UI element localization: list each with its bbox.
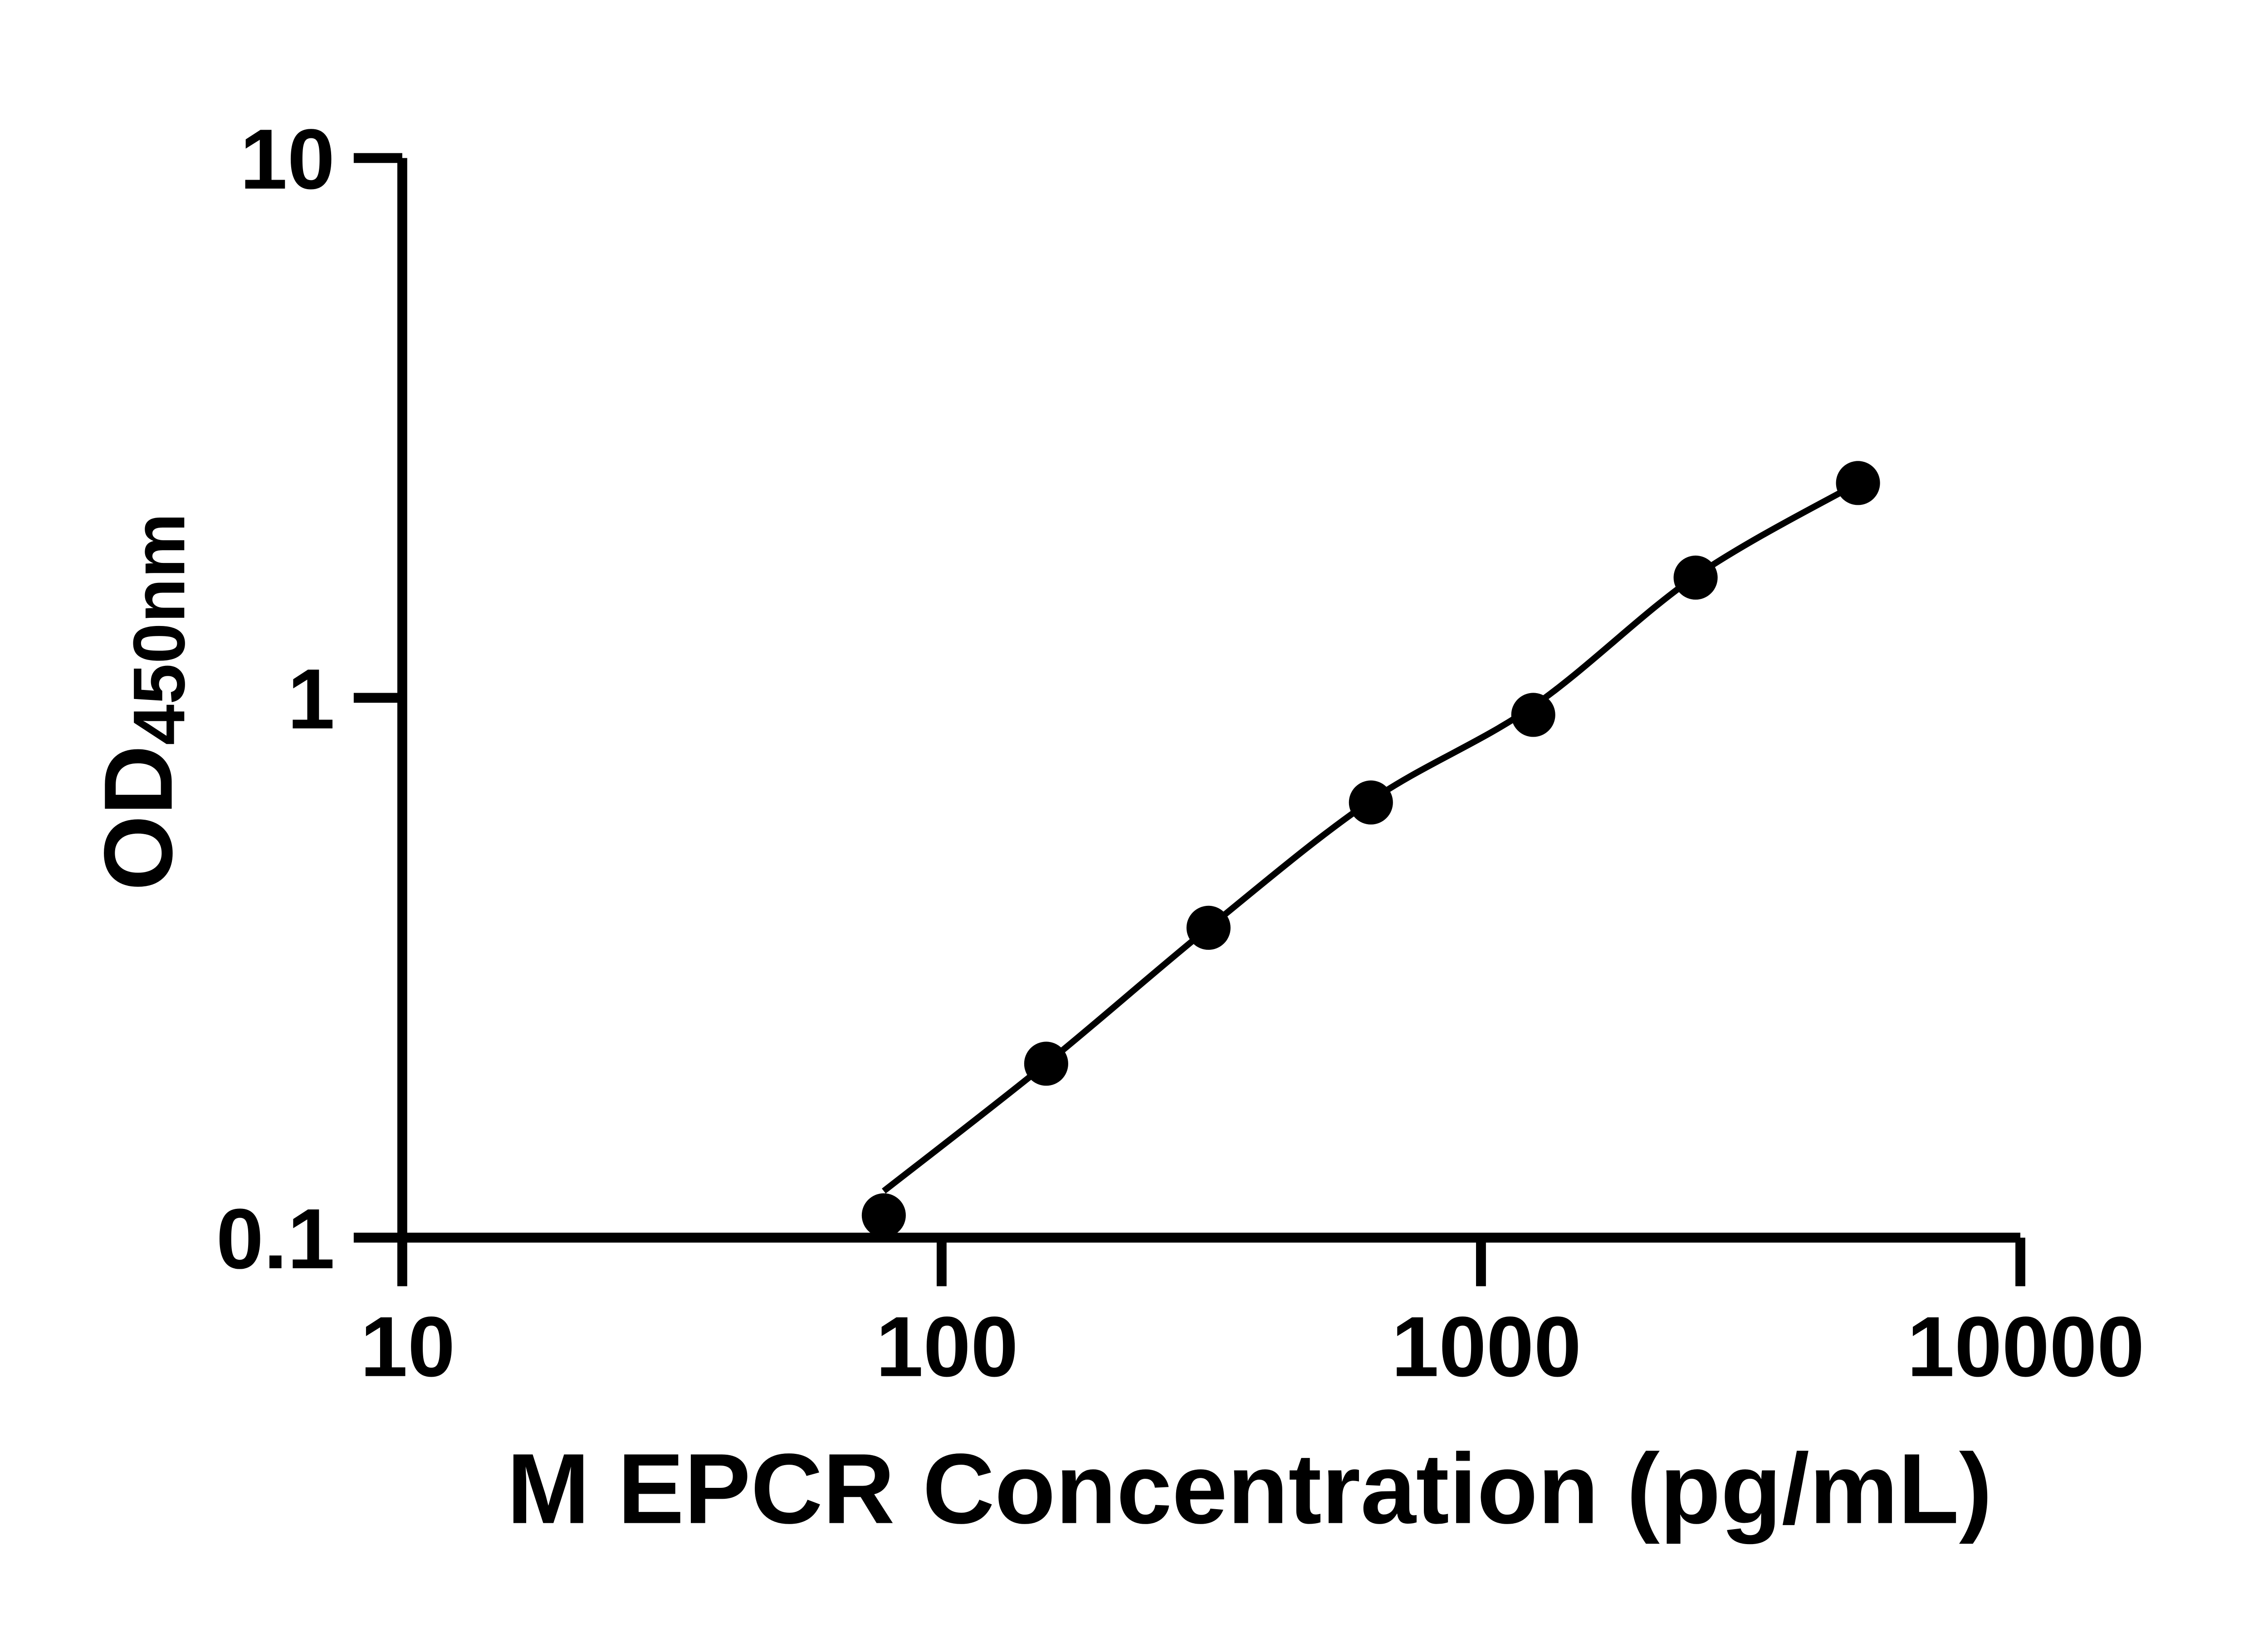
y-axis-ticks: [353, 153, 402, 1243]
x-tick-label: 10000: [1907, 1299, 2144, 1394]
data-point-markers: [861, 461, 1880, 1237]
data-point: [1024, 1041, 1068, 1086]
data-point: [1836, 461, 1880, 505]
axis-lines: [397, 158, 2021, 1243]
data-point: [1186, 905, 1231, 950]
y-axis-title: OD450nm: [84, 513, 200, 891]
x-tick-label: 10: [360, 1299, 455, 1394]
y-tick-label: 1: [288, 651, 335, 747]
x-axis-title: M EPCR Concentration (pg/mL): [507, 1433, 1992, 1545]
y-axis-title-main: OD: [84, 745, 193, 891]
data-point: [861, 1193, 906, 1237]
axes: 10 1 0.1 10 100 1000 10000: [216, 112, 2145, 1394]
data-point: [1349, 780, 1393, 825]
y-tick-label: 10: [240, 112, 335, 207]
x-tick-label: 100: [876, 1299, 1018, 1394]
y-axis-title-subscript: 450nm: [118, 513, 200, 745]
y-tick-label: 0.1: [216, 1191, 335, 1286]
x-axis-tick-labels: 10 100 1000 10000: [360, 1299, 2145, 1394]
x-tick-label: 1000: [1391, 1299, 1581, 1394]
data-point: [1673, 555, 1718, 600]
x-axis-ticks: [397, 1237, 2025, 1286]
data-point: [1511, 693, 1555, 737]
y-axis-tick-labels: 10 1 0.1: [216, 112, 335, 1286]
